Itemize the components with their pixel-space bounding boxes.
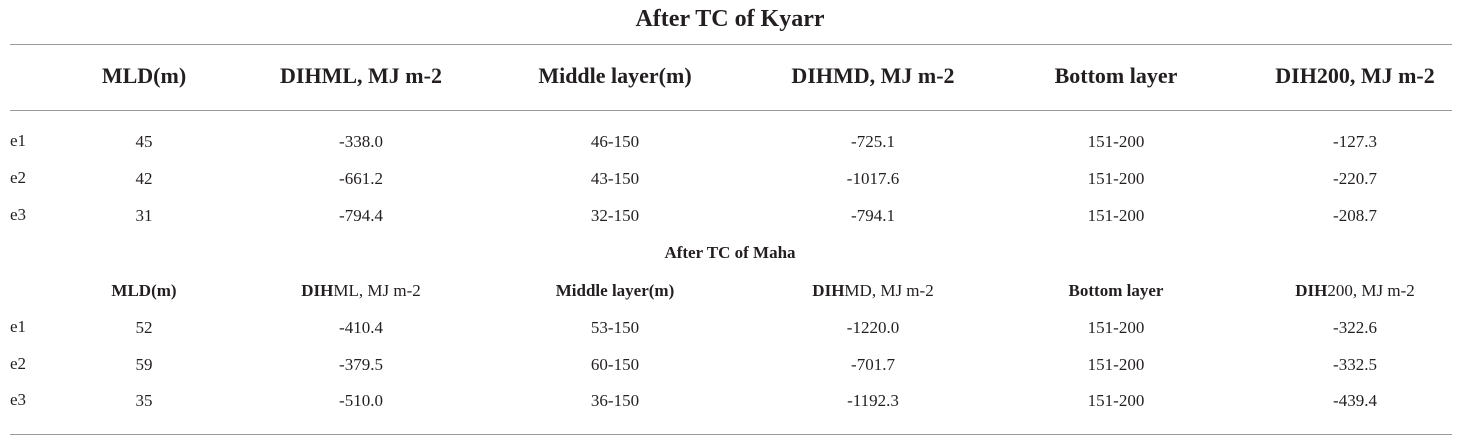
cell-dih200: -322.6 bbox=[1333, 318, 1377, 337]
header-dihmd: DIHMD, MJ m-2 bbox=[791, 63, 955, 88]
row-label: e2 bbox=[10, 354, 27, 373]
cell-mld: 35 bbox=[135, 391, 153, 410]
row-label: e3 bbox=[10, 205, 27, 224]
section-title-maha: After TC of Maha bbox=[664, 243, 796, 262]
header-dih200: DIH200, MJ m-2 bbox=[1275, 63, 1435, 88]
cell-middle-layer: 53-150 bbox=[590, 318, 640, 337]
header-dih200: DIH200, MJ m-2 bbox=[1295, 281, 1415, 300]
cell-dihmd: -794.1 bbox=[851, 206, 895, 225]
cell-bottom-layer: 151-200 bbox=[1087, 169, 1145, 188]
cell-bottom-layer: 151-200 bbox=[1087, 391, 1145, 410]
cell-bottom-layer: 151-200 bbox=[1087, 132, 1145, 151]
header-mld: MLD(m) bbox=[111, 281, 177, 300]
header-dihml: DIHML, MJ m-2 bbox=[280, 63, 442, 88]
cell-middle-layer: 60-150 bbox=[590, 355, 640, 374]
cell-dih200: -127.3 bbox=[1333, 132, 1377, 151]
cell-dihml: -338.0 bbox=[339, 132, 383, 151]
cell-mld: 52 bbox=[135, 318, 153, 337]
cell-dihml: -410.4 bbox=[339, 318, 383, 337]
bottom-rule bbox=[10, 434, 1452, 435]
cell-dihml: -661.2 bbox=[339, 169, 383, 188]
header-dihml: DIHML, MJ m-2 bbox=[301, 281, 421, 300]
cell-bottom-layer: 151-200 bbox=[1087, 206, 1145, 225]
row-label: e3 bbox=[10, 390, 27, 409]
cell-middle-layer: 46-150 bbox=[590, 132, 640, 151]
cell-dihmd: -725.1 bbox=[851, 132, 895, 151]
cell-dihml: -379.5 bbox=[339, 355, 383, 374]
top-rule bbox=[10, 44, 1452, 45]
cell-dihmd: -1017.6 bbox=[846, 169, 900, 188]
header-middle-layer: Middle layer(m) bbox=[538, 63, 692, 88]
cell-dihml: -510.0 bbox=[339, 391, 383, 410]
header-dihmd: DIHMD, MJ m-2 bbox=[812, 281, 934, 300]
cell-dihmd: -701.7 bbox=[851, 355, 895, 374]
cell-dih200: -332.5 bbox=[1333, 355, 1377, 374]
cell-mld: 31 bbox=[135, 206, 153, 225]
row-label: e2 bbox=[10, 168, 27, 187]
cell-bottom-layer: 151-200 bbox=[1087, 355, 1145, 374]
cell-dih200: -220.7 bbox=[1333, 169, 1377, 188]
cell-dih200: -439.4 bbox=[1333, 391, 1377, 410]
table-title-kyarr: After TC of Kyarr bbox=[635, 6, 825, 32]
cell-middle-layer: 32-150 bbox=[590, 206, 640, 225]
cell-mld: 42 bbox=[135, 169, 153, 188]
header-mld: MLD(m) bbox=[101, 63, 187, 88]
row-label: e1 bbox=[10, 131, 27, 150]
row-label: e1 bbox=[10, 317, 27, 336]
cell-mld: 45 bbox=[135, 132, 153, 151]
header-bottom-layer: Bottom layer bbox=[1054, 63, 1178, 88]
cell-bottom-layer: 151-200 bbox=[1087, 318, 1145, 337]
cell-dih200: -208.7 bbox=[1333, 206, 1377, 225]
header-middle-layer: Middle layer(m) bbox=[555, 281, 675, 300]
cell-middle-layer: 36-150 bbox=[590, 391, 640, 410]
cell-dihml: -794.4 bbox=[339, 206, 383, 225]
cell-mld: 59 bbox=[135, 355, 153, 374]
header-bottom-layer: Bottom layer bbox=[1068, 281, 1164, 300]
cell-dihmd: -1220.0 bbox=[846, 318, 900, 337]
header-rule bbox=[10, 110, 1452, 111]
cell-middle-layer: 43-150 bbox=[590, 169, 640, 188]
cell-dihmd: -1192.3 bbox=[847, 391, 899, 410]
